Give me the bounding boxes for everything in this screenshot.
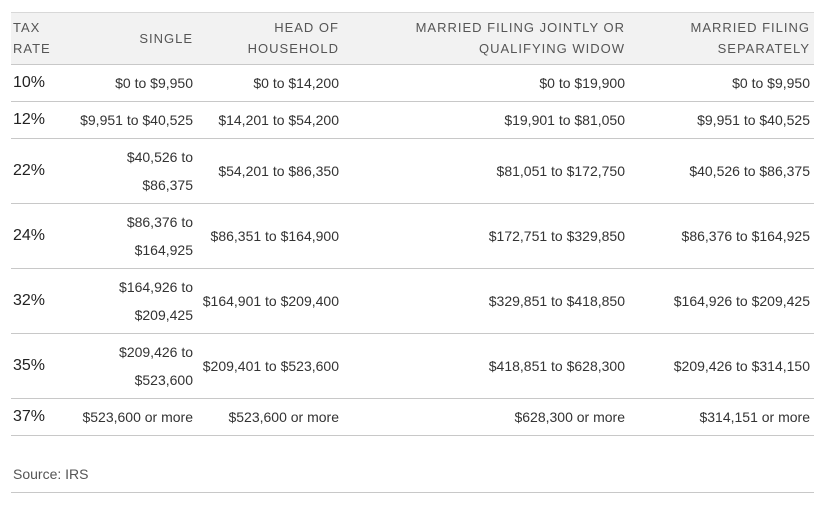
column-header: MARRIED FILING JOINTLY OR QUALIFYING WID… (343, 12, 629, 65)
table-row: 22% $40,526 to $86,375 $54,201 to $86,350 $… (11, 138, 814, 204)
income-range: $314,151 or more (629, 398, 814, 436)
income-range: $14,201 to $54,200 (197, 101, 343, 139)
table-row: 32% $164,926 to $209,425 $164,901 to $209,… (11, 268, 814, 334)
income-range: $209,426 to $314,150 (629, 333, 814, 399)
tax-rate: 12% (11, 101, 70, 139)
income-range: $172,751 to $329,850 (343, 203, 629, 269)
income-range: $164,926 to $209,425 (629, 268, 814, 334)
income-range: $9,951 to $40,525 (629, 101, 814, 139)
income-range: $40,526 to $86,375 (629, 138, 814, 204)
column-header-text: HEAD OF HOUSEHOLD (247, 20, 339, 56)
column-header-text: TAX RATE (13, 20, 51, 56)
income-range: $523,600 or more (197, 398, 343, 436)
column-header-text: SINGLE (139, 30, 193, 46)
column-header-text: MARRIED FILING JOINTLY OR QUALIFYING WID… (415, 20, 625, 56)
income-range: $40,526 to $86,375 (70, 138, 197, 204)
column-header: SINGLE (70, 12, 197, 65)
income-range: $209,401 to $523,600 (197, 333, 343, 399)
tax-rate: 35% (11, 333, 70, 399)
income-range: $418,851 to $628,300 (343, 333, 629, 399)
income-range: $164,901 to $209,400 (197, 268, 343, 334)
table-row: 24% $86,376 to $164,925 $86,351 to $164,90… (11, 203, 814, 269)
income-range: $86,376 to $164,925 (70, 203, 197, 269)
header-row: TAX RATE SINGLE HEAD OF HOUSEHOLD MARRIED F… (11, 12, 814, 65)
source-note: Source: IRS (13, 466, 89, 482)
income-range: $164,926 to $209,425 (70, 268, 197, 334)
bottom-rule (11, 492, 814, 493)
tax-rate: 32% (11, 268, 70, 334)
income-range: $0 to $9,950 (629, 64, 814, 102)
tax-bracket-table: TAX RATE SINGLE HEAD OF HOUSEHOLD MARRIED F… (11, 12, 814, 436)
income-range: $0 to $19,900 (343, 64, 629, 102)
table-row: 37% $523,600 or more $523,600 or more $628,… (11, 398, 814, 436)
income-range: $54,201 to $86,350 (197, 138, 343, 204)
income-range: $0 to $14,200 (197, 64, 343, 102)
income-range: $19,901 to $81,050 (343, 101, 629, 139)
column-header: TAX RATE (11, 12, 70, 65)
tax-rate: 24% (11, 203, 70, 269)
income-range: $81,051 to $172,750 (343, 138, 629, 204)
income-range: $86,376 to $164,925 (629, 203, 814, 269)
income-range: $9,951 to $40,525 (70, 101, 197, 139)
table-row: 12% $9,951 to $40,525 $14,201 to $54,200 $1… (11, 101, 814, 139)
column-header: MARRIED FILING SEPARATELY (629, 12, 814, 65)
income-range: $0 to $9,950 (70, 64, 197, 102)
table-row: 35% $209,426 to $523,600 $209,401 to $523,… (11, 333, 814, 399)
tax-rate: 22% (11, 138, 70, 204)
income-range: $523,600 or more (70, 398, 197, 436)
table-body: 10% $0 to $9,950 $0 to $14,200 $0 to $19,90… (11, 64, 814, 436)
tax-rate: 10% (11, 64, 70, 102)
column-header: HEAD OF HOUSEHOLD (197, 12, 343, 65)
income-range: $329,851 to $418,850 (343, 268, 629, 334)
column-header-text: MARRIED FILING SEPARATELY (690, 20, 810, 56)
table-row: 10% $0 to $9,950 $0 to $14,200 $0 to $19,90… (11, 64, 814, 102)
income-range: $209,426 to $523,600 (70, 333, 197, 399)
income-range: $628,300 or more (343, 398, 629, 436)
tax-rate: 37% (11, 398, 70, 436)
income-range: $86,351 to $164,900 (197, 203, 343, 269)
